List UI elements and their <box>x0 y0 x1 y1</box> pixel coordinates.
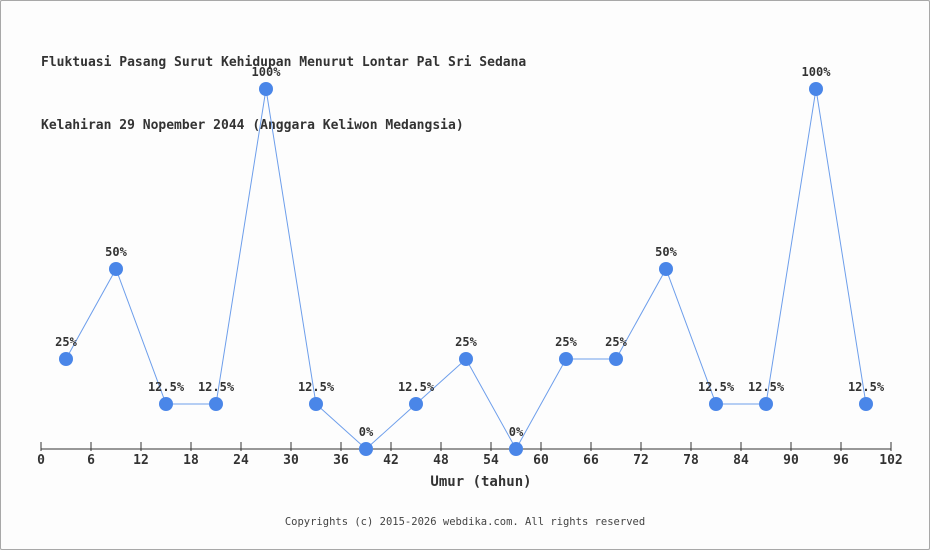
data-line <box>65 88 867 451</box>
data-point <box>659 262 673 276</box>
data-point-label: 25% <box>555 335 577 349</box>
x-axis-tick-label: 66 <box>583 453 599 468</box>
copyright-text: Copyrights (c) 2015-2026 webdika.com. Al… <box>284 516 646 528</box>
data-point <box>859 397 873 411</box>
x-axis-tick-label: 84 <box>733 453 749 468</box>
data-point <box>759 397 773 411</box>
data-point-label: 25% <box>55 335 77 349</box>
data-point-label: 25% <box>455 335 477 349</box>
chart-title-line1: Fluktuasi Pasang Surut Kehidupan Menurut… <box>41 55 527 70</box>
data-point-label: 12.5% <box>198 380 235 394</box>
x-axis-tick-label: 24 <box>233 453 249 468</box>
x-axis-tick-label: 60 <box>533 453 549 468</box>
x-axis-tick-label: 18 <box>183 453 199 468</box>
data-point-label: 100% <box>252 65 282 79</box>
data-point-label: 100% <box>802 65 832 79</box>
data-point-label: 12.5% <box>748 380 785 394</box>
data-point-label: 25% <box>605 335 627 349</box>
data-point-label: 12.5% <box>398 380 435 394</box>
x-axis-tick-label: 102 <box>879 453 902 468</box>
data-point <box>809 82 823 96</box>
data-point <box>59 352 73 366</box>
data-point-label: 0% <box>509 425 524 439</box>
data-point-label: 0% <box>359 425 374 439</box>
data-point <box>609 352 623 366</box>
data-point <box>359 442 373 456</box>
data-point <box>259 82 273 96</box>
data-point <box>559 352 573 366</box>
data-point <box>409 397 423 411</box>
data-point-label: 50% <box>655 245 677 259</box>
x-axis-tick-label: 36 <box>333 453 349 468</box>
data-point <box>209 397 223 411</box>
x-axis-tick-label: 78 <box>683 453 699 468</box>
data-point-label: 12.5% <box>298 380 335 394</box>
data-point <box>109 262 123 276</box>
data-point <box>309 397 323 411</box>
x-axis-tick-label: 96 <box>833 453 849 468</box>
data-point-label: 12.5% <box>698 380 735 394</box>
x-axis-tick-label: 0 <box>37 453 45 468</box>
x-axis-tick-label: 42 <box>383 453 399 468</box>
data-point <box>509 442 523 456</box>
data-point <box>459 352 473 366</box>
x-axis-tick-label: 54 <box>483 453 499 468</box>
data-point <box>159 397 173 411</box>
data-point-label: 12.5% <box>148 380 185 394</box>
x-axis-tick-label: 6 <box>87 453 95 468</box>
chart-title: Fluktuasi Pasang Surut Kehidupan Menurut… <box>41 10 526 178</box>
x-axis-tick-label: 48 <box>433 453 449 468</box>
data-point-label: 12.5% <box>848 380 885 394</box>
data-point-label: 50% <box>105 245 127 259</box>
chart-title-line2: Kelahiran 29 Nopember 2044 (Anggara Keli… <box>41 118 464 133</box>
x-axis-title: Umur (tahun) <box>430 474 532 490</box>
x-axis-tick-label: 30 <box>283 453 299 468</box>
x-axis-tick-label: 72 <box>633 453 649 468</box>
x-axis-tick-label: 12 <box>133 453 149 468</box>
data-point <box>709 397 723 411</box>
x-axis-tick-label: 90 <box>783 453 799 468</box>
